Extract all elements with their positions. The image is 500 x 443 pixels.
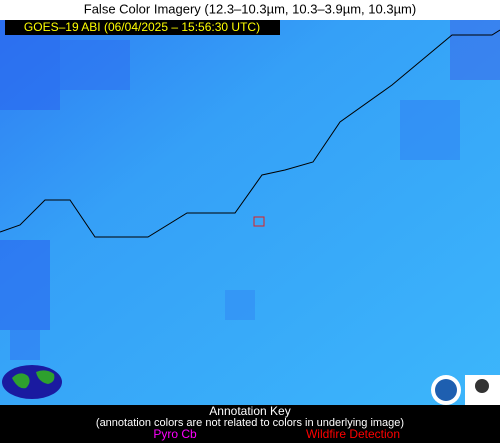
logos xyxy=(431,375,500,405)
timestamp-box xyxy=(5,20,280,35)
annotation-note: (annotation colors are not related to co… xyxy=(96,417,404,429)
globe-icon xyxy=(2,365,62,399)
title: False Color Imagery (12.3–10.3µm, 10.3–3… xyxy=(84,1,416,16)
legend-wildfire: Wildfire Detection xyxy=(306,427,400,441)
satellite-image xyxy=(0,20,500,405)
annotation-title: Annotation Key xyxy=(209,404,290,418)
timestamp: GOES–19 ABI (06/04/2025 – 15:56:30 UTC) xyxy=(24,20,260,34)
annotation-bar xyxy=(0,405,500,443)
legend-pyro-cb: Pyro Cb xyxy=(153,427,197,441)
